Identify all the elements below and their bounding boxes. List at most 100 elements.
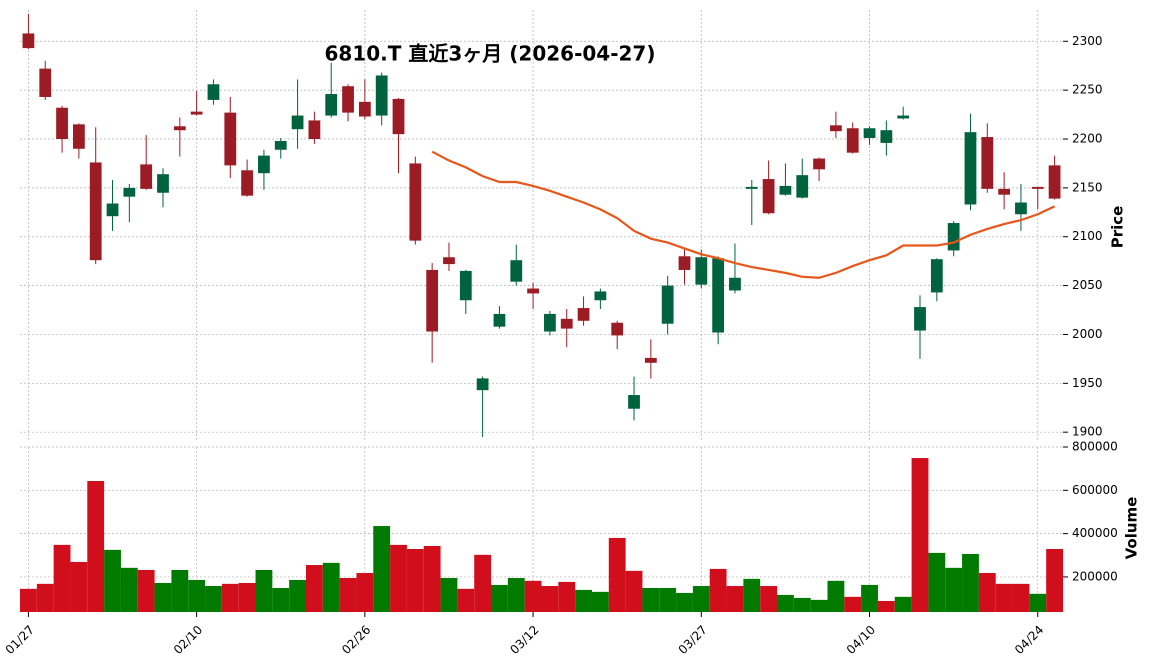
volume-bar bbox=[642, 587, 660, 612]
candle-body bbox=[157, 174, 169, 193]
y-tick-label: 2050 bbox=[1072, 278, 1103, 292]
candle-body bbox=[745, 186, 758, 189]
volume-bar bbox=[777, 594, 794, 612]
volume-bar bbox=[305, 565, 323, 612]
volume-bar bbox=[322, 562, 340, 612]
candle-body bbox=[611, 322, 624, 336]
volume-bar bbox=[440, 578, 458, 612]
candle-body bbox=[123, 187, 136, 197]
volume-bar bbox=[861, 584, 878, 612]
candle-body bbox=[779, 185, 792, 195]
candle-body bbox=[510, 260, 523, 282]
x-tick-label: 03/12 bbox=[507, 623, 541, 657]
volume-bar bbox=[676, 592, 693, 612]
candle-body bbox=[846, 128, 859, 153]
volume-bar bbox=[591, 591, 609, 612]
volume-bar bbox=[928, 552, 946, 612]
candle-body bbox=[644, 357, 657, 363]
volume-bar bbox=[356, 573, 374, 612]
candle-body bbox=[258, 155, 270, 174]
volume-bar bbox=[188, 579, 206, 612]
volume-bar bbox=[491, 584, 508, 612]
volume-bar bbox=[272, 587, 290, 612]
candle-body bbox=[375, 75, 388, 116]
volume-bar bbox=[423, 545, 441, 612]
volume-bar bbox=[507, 578, 525, 612]
y2-tick-label: 400000 bbox=[1072, 526, 1118, 540]
candle-body bbox=[22, 33, 35, 49]
volume-bar bbox=[205, 586, 222, 612]
x-tick-label: 03/27 bbox=[676, 623, 710, 657]
candle-body bbox=[459, 270, 472, 301]
candle-body bbox=[863, 128, 876, 139]
volume-bar bbox=[692, 586, 710, 612]
volume-bar bbox=[995, 583, 1013, 612]
candle-body bbox=[762, 179, 775, 214]
candle-body bbox=[476, 378, 489, 391]
volume-bar bbox=[827, 580, 845, 612]
volume-bar bbox=[87, 480, 105, 612]
candle-body bbox=[443, 257, 455, 265]
volume-bar bbox=[255, 569, 273, 612]
volume-bar bbox=[945, 567, 963, 612]
volume-bar bbox=[726, 586, 744, 612]
candle-body bbox=[106, 203, 119, 217]
candle-body bbox=[947, 223, 960, 251]
candle-body bbox=[560, 318, 573, 329]
volume-bar bbox=[911, 458, 929, 612]
volume-bar bbox=[793, 597, 811, 612]
x-tick-label: 01/27 bbox=[3, 623, 37, 657]
volume-bar bbox=[137, 569, 155, 612]
volume-bar bbox=[877, 600, 895, 612]
volume-bar bbox=[709, 568, 727, 612]
candle-body bbox=[358, 101, 371, 117]
volume-bar bbox=[120, 567, 138, 612]
y-tick-label: 1950 bbox=[1072, 376, 1103, 390]
y2-tick-label: 600000 bbox=[1072, 483, 1118, 497]
candle-body bbox=[173, 126, 186, 131]
candle-body bbox=[930, 259, 943, 293]
candle-body bbox=[392, 98, 405, 135]
candle-body bbox=[712, 258, 725, 333]
candle-body bbox=[274, 140, 287, 150]
candle-body bbox=[140, 164, 153, 189]
y-tick-label: 2250 bbox=[1072, 83, 1103, 97]
volume-bar bbox=[608, 537, 626, 612]
y2-axis-label: Volume bbox=[1123, 497, 1141, 560]
y-tick-label: 2200 bbox=[1072, 132, 1103, 146]
volume-bar bbox=[978, 573, 996, 612]
candle-body bbox=[695, 257, 708, 285]
candle-body bbox=[661, 285, 674, 324]
candle-body bbox=[308, 120, 321, 139]
volume-bar bbox=[53, 544, 71, 612]
candle-body bbox=[914, 307, 926, 331]
candle-body bbox=[544, 313, 556, 332]
volume-bar bbox=[238, 582, 256, 612]
volume-bar bbox=[457, 588, 475, 612]
volume-bar bbox=[844, 596, 862, 612]
candle-body bbox=[89, 162, 102, 261]
candle-body bbox=[527, 288, 539, 294]
chart-title: 6810.T 直近3ヶ月 (2026-04-27) bbox=[325, 42, 656, 66]
volume-bar bbox=[1046, 548, 1063, 612]
volume-bar bbox=[962, 553, 979, 612]
volume-bar bbox=[625, 570, 643, 612]
volume-bar bbox=[390, 544, 407, 612]
candle-body bbox=[729, 277, 741, 291]
volume-bar bbox=[524, 580, 542, 612]
volume-bar bbox=[575, 589, 592, 612]
volume-bar bbox=[20, 588, 37, 612]
candle-body bbox=[1015, 202, 1027, 215]
candle-body bbox=[39, 68, 52, 97]
volume-bar bbox=[541, 586, 559, 612]
volume-bar bbox=[289, 579, 306, 612]
y-tick-label: 2300 bbox=[1072, 34, 1103, 48]
y-tick-label: 2000 bbox=[1072, 327, 1103, 341]
x-tick-label: 02/26 bbox=[339, 623, 373, 657]
candle-body bbox=[830, 125, 842, 132]
volume-bar bbox=[70, 561, 88, 612]
y-axis-label: Price bbox=[1109, 206, 1127, 249]
volume-bar bbox=[373, 526, 391, 612]
candle-body bbox=[493, 313, 506, 327]
